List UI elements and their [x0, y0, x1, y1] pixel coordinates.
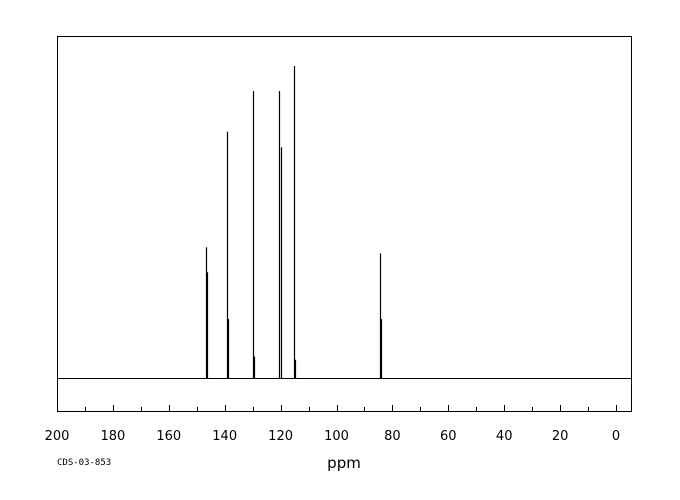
x-tick-label-60: 60	[440, 429, 457, 444]
peaks-group	[205, 66, 383, 379]
x-tick-label-180: 180	[100, 429, 125, 444]
x-tick-label-100: 100	[324, 429, 349, 444]
x-tick-label-200: 200	[45, 429, 70, 444]
x-axis-ticks	[57, 405, 617, 411]
x-tick-label-40: 40	[496, 429, 513, 444]
footer-code: CDS-03-853	[57, 458, 111, 468]
plot-frame	[57, 36, 632, 412]
x-tick-label-160: 160	[156, 429, 181, 444]
x-axis-label: ppm	[327, 454, 361, 472]
x-tick-label-0: 0	[612, 429, 620, 444]
x-tick-label-80: 80	[384, 429, 401, 444]
x-tick-label-120: 120	[268, 429, 293, 444]
x-tick-label-20: 20	[552, 429, 569, 444]
x-tick-label-140: 140	[212, 429, 237, 444]
x-axis-tick-labels: 200 180 160 140 120 100 80 60 40 20 0	[45, 429, 621, 444]
